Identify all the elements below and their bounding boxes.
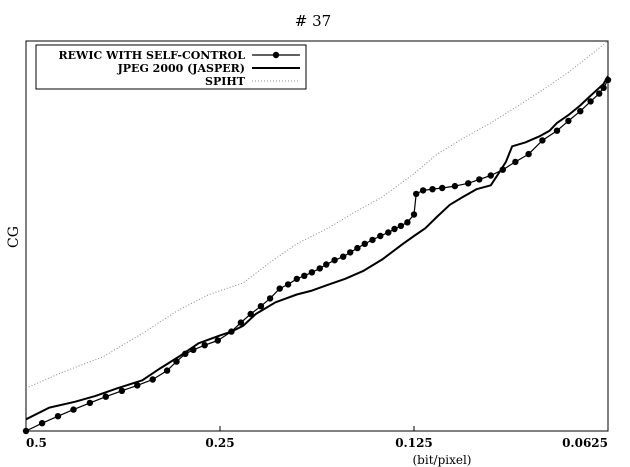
- rewic-point: [413, 190, 420, 198]
- rewic-point: [565, 117, 572, 125]
- rewic-point: [499, 166, 506, 173]
- rewic-point: [284, 281, 292, 288]
- rewic-point: [354, 244, 361, 252]
- rewic-point: [149, 376, 156, 383]
- rewic-point: [228, 328, 235, 335]
- series-line-2: [25, 40, 609, 389]
- rewic-point: [340, 253, 347, 260]
- x-tick-label: 0.0625: [562, 436, 608, 450]
- rewic-point: [577, 108, 584, 115]
- rewic-point: [385, 229, 392, 236]
- legend-label-jpeg2000: JPEG 2000 (JASPER): [117, 62, 245, 75]
- x-tick-label: 0.25: [205, 436, 234, 450]
- rewic-point: [369, 236, 376, 244]
- rewic-point: [331, 257, 338, 264]
- rewic-point: [134, 382, 141, 389]
- rewic-point: [465, 180, 472, 187]
- rewic-point: [54, 413, 62, 420]
- chart-title: # 37: [295, 12, 331, 30]
- rewic-point: [201, 342, 208, 349]
- rewic-point: [487, 172, 494, 179]
- rewic-point: [361, 240, 368, 247]
- legend: REWIC WITH SELF-CONTROL JPEG 2000 (JASPE…: [35, 44, 307, 90]
- rewic-point: [102, 393, 110, 400]
- x-tick-label: 0.5: [26, 436, 47, 450]
- rewic-point: [410, 211, 418, 218]
- rewic-point: [404, 219, 411, 226]
- rewic-point: [429, 186, 436, 193]
- rewic-point: [587, 98, 594, 105]
- plot-frame: [25, 40, 609, 432]
- rewic-point: [600, 84, 607, 92]
- rewic-point: [439, 184, 446, 192]
- series-line-1: [25, 75, 609, 421]
- rewic-point: [604, 76, 612, 84]
- rewic-point: [419, 187, 427, 194]
- rewic-point: [539, 137, 546, 144]
- rewic-point: [257, 303, 265, 310]
- legend-marker-rewic: [272, 51, 280, 59]
- rewic-point: [397, 222, 405, 230]
- rewic-point: [86, 399, 94, 407]
- series-layer: [22, 40, 612, 435]
- x-axis-ticks: 0.5 0.25 0.125 0.0625: [25, 426, 609, 450]
- rewic-point: [377, 232, 384, 240]
- rewic-point: [293, 275, 300, 283]
- rewic-point: [70, 406, 77, 413]
- rewic-point: [38, 420, 46, 427]
- rewic-point: [276, 285, 283, 292]
- rewic-point: [118, 387, 126, 394]
- rewic-point: [553, 127, 561, 134]
- legend-label-rewic: REWIC WITH SELF-CONTROL: [59, 49, 246, 62]
- rewic-point: [173, 358, 180, 365]
- rewic-point: [247, 310, 254, 318]
- rewic-point: [476, 176, 483, 183]
- rewic-point: [391, 225, 398, 233]
- x-axis-label: (bit/pixel): [413, 453, 472, 467]
- rewic-point: [525, 150, 532, 158]
- rewic-point: [237, 319, 245, 326]
- rewic-point: [347, 249, 354, 256]
- y-axis-label: CG: [6, 226, 22, 248]
- rewic-point: [182, 350, 189, 357]
- rewic-point: [451, 182, 459, 190]
- rewic-point: [163, 367, 171, 374]
- legend-label-spiht: SPIHT: [205, 75, 246, 88]
- series-line-0: [25, 79, 609, 432]
- rewic-point: [301, 272, 308, 279]
- rewic-point: [512, 158, 519, 166]
- rewic-point: [190, 346, 197, 354]
- rewic-point: [316, 265, 323, 272]
- rewic-point: [308, 269, 316, 276]
- rewic-point: [323, 261, 330, 268]
- rewic-point: [214, 337, 221, 344]
- rewic-point: [266, 295, 274, 302]
- x-tick-label: 0.125: [395, 436, 433, 450]
- rewic-point: [596, 90, 603, 97]
